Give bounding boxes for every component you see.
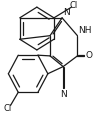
Text: Cl: Cl bbox=[70, 1, 78, 10]
Text: N: N bbox=[60, 90, 67, 99]
Text: NH: NH bbox=[78, 26, 92, 35]
Text: O: O bbox=[85, 51, 92, 60]
Text: N: N bbox=[63, 8, 70, 17]
Text: Cl: Cl bbox=[3, 104, 11, 113]
